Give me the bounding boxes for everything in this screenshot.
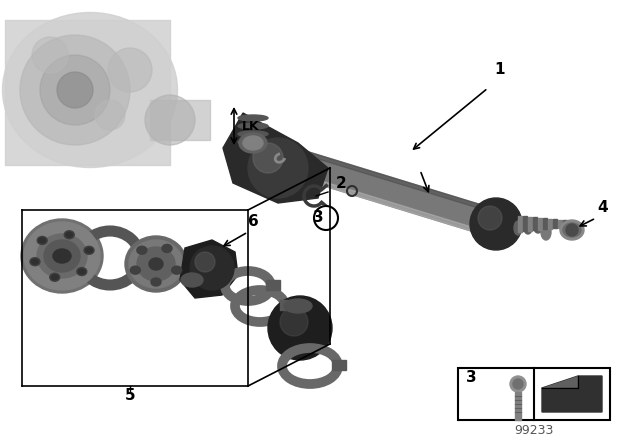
Ellipse shape — [37, 234, 87, 278]
Circle shape — [314, 206, 338, 230]
Polygon shape — [180, 240, 238, 298]
Polygon shape — [251, 134, 500, 215]
Ellipse shape — [238, 131, 268, 137]
Ellipse shape — [284, 299, 312, 313]
Text: 4: 4 — [597, 200, 607, 215]
Circle shape — [190, 246, 234, 290]
Circle shape — [32, 37, 68, 73]
Polygon shape — [548, 219, 552, 229]
Ellipse shape — [24, 222, 100, 290]
Polygon shape — [518, 216, 522, 232]
Polygon shape — [523, 216, 527, 232]
Ellipse shape — [77, 267, 87, 276]
Ellipse shape — [51, 275, 58, 280]
Ellipse shape — [78, 269, 85, 274]
Text: 3: 3 — [313, 211, 323, 225]
Ellipse shape — [53, 249, 71, 263]
Ellipse shape — [21, 219, 103, 293]
Ellipse shape — [137, 247, 175, 281]
Bar — [458, 368, 610, 420]
Circle shape — [248, 138, 308, 198]
Circle shape — [20, 35, 130, 145]
Text: 1: 1 — [494, 62, 504, 77]
Ellipse shape — [238, 139, 268, 145]
Ellipse shape — [541, 224, 551, 240]
Bar — [332, 360, 346, 370]
Ellipse shape — [239, 133, 267, 153]
Circle shape — [195, 252, 215, 272]
Polygon shape — [533, 217, 537, 231]
Ellipse shape — [129, 240, 183, 288]
Circle shape — [108, 48, 152, 92]
Polygon shape — [563, 220, 567, 228]
Polygon shape — [542, 376, 602, 412]
Ellipse shape — [514, 221, 522, 235]
Text: 3: 3 — [466, 370, 477, 385]
Polygon shape — [538, 218, 542, 230]
Ellipse shape — [172, 266, 182, 274]
Ellipse shape — [563, 223, 581, 237]
Ellipse shape — [66, 232, 73, 237]
Ellipse shape — [149, 258, 163, 270]
Polygon shape — [223, 113, 328, 203]
Ellipse shape — [243, 136, 263, 150]
Ellipse shape — [181, 273, 203, 287]
Polygon shape — [558, 220, 562, 228]
Ellipse shape — [31, 259, 38, 264]
Ellipse shape — [125, 236, 187, 292]
Text: LK: LK — [242, 120, 260, 133]
Text: 6: 6 — [248, 214, 259, 229]
Ellipse shape — [44, 240, 80, 272]
Bar — [5, 20, 170, 165]
Bar — [266, 280, 280, 290]
Polygon shape — [515, 392, 521, 420]
Circle shape — [510, 376, 526, 392]
Ellipse shape — [37, 237, 47, 245]
Ellipse shape — [151, 278, 161, 286]
Ellipse shape — [238, 123, 268, 129]
Ellipse shape — [3, 13, 177, 168]
Bar — [150, 100, 210, 140]
Circle shape — [470, 198, 522, 250]
Ellipse shape — [534, 223, 542, 233]
Polygon shape — [553, 220, 557, 228]
Text: 5: 5 — [125, 388, 135, 403]
Ellipse shape — [524, 222, 532, 234]
Ellipse shape — [162, 245, 172, 252]
Ellipse shape — [131, 266, 140, 274]
Polygon shape — [542, 376, 578, 388]
Ellipse shape — [64, 231, 74, 239]
Circle shape — [566, 224, 578, 236]
Circle shape — [268, 296, 332, 360]
Circle shape — [280, 308, 308, 336]
Polygon shape — [244, 158, 493, 237]
Ellipse shape — [38, 238, 45, 243]
Ellipse shape — [84, 246, 94, 254]
Ellipse shape — [30, 258, 40, 266]
Circle shape — [478, 206, 502, 230]
Circle shape — [57, 72, 93, 108]
Circle shape — [95, 100, 125, 130]
Ellipse shape — [137, 246, 147, 254]
Text: 2: 2 — [336, 176, 347, 191]
Circle shape — [253, 143, 283, 173]
Polygon shape — [543, 219, 547, 229]
Circle shape — [145, 95, 195, 145]
Circle shape — [513, 379, 523, 389]
Ellipse shape — [238, 115, 268, 121]
Bar — [280, 300, 294, 310]
Polygon shape — [244, 134, 500, 237]
Text: 99233: 99233 — [515, 424, 554, 437]
Polygon shape — [528, 217, 532, 231]
Ellipse shape — [50, 273, 60, 281]
Ellipse shape — [86, 248, 93, 253]
Ellipse shape — [560, 220, 584, 240]
Circle shape — [40, 55, 110, 125]
